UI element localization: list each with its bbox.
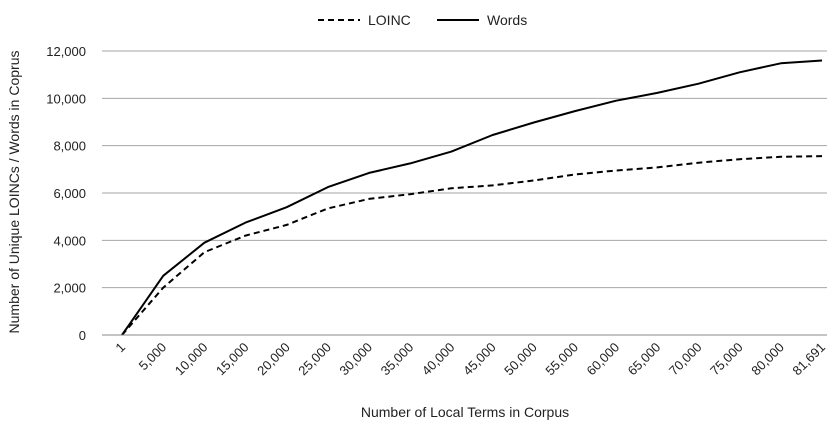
x-tick-label: 60,000 (584, 340, 623, 379)
x-tick-label: 75,000 (707, 340, 746, 379)
x-tick-label: 45,000 (460, 340, 499, 379)
series-lines (121, 59, 823, 336)
series-line-loinc (121, 155, 823, 336)
x-tick-label: 55,000 (542, 340, 581, 379)
legend: LOINC Words (318, 12, 527, 28)
x-axis-title: Number of Local Terms in Corpus (361, 404, 569, 420)
x-tick-label: 65,000 (625, 340, 664, 379)
gridlines (102, 50, 827, 289)
x-tick-label: 10,000 (172, 340, 211, 379)
y-tick-label: 10,000 (46, 91, 86, 106)
y-tick-label: 0 (79, 328, 86, 343)
y-axis-title: Number of Unique LOINCs / Words in Copru… (6, 51, 22, 334)
x-tick-label: 20,000 (254, 340, 293, 379)
x-tick-label: 35,000 (378, 340, 417, 379)
y-tick-label: 8,000 (53, 139, 86, 154)
x-tick-label: 25,000 (295, 340, 334, 379)
x-tick-label: 15,000 (213, 340, 252, 379)
series-line-words (121, 59, 823, 336)
x-tick-label: 30,000 (336, 340, 375, 379)
x-tick-labels: 1 5,000 10,000 15,000 20,000 25,000 30,000 35,0… (112, 340, 828, 379)
x-tick-label: 5,000 (136, 340, 170, 374)
y-tick-label: 6,000 (53, 186, 86, 201)
x-tick-label: 70,000 (666, 340, 705, 379)
legend-label-loinc: LOINC (368, 12, 411, 28)
legend-label-words: Words (487, 12, 527, 28)
x-tick-label: 1 (112, 340, 128, 356)
y-tick-label: 2,000 (53, 281, 86, 296)
x-tick-label: 81,691 (789, 340, 828, 379)
x-tick-label: 80,000 (748, 340, 787, 379)
y-tick-labels: 0 2,000 4,000 6,000 8,000 10,000 12,000 (46, 44, 86, 343)
x-tick-label: 50,000 (501, 340, 540, 379)
x-tick-label: 40,000 (419, 340, 458, 379)
y-tick-label: 4,000 (53, 233, 86, 248)
y-tick-label: 12,000 (46, 44, 86, 59)
